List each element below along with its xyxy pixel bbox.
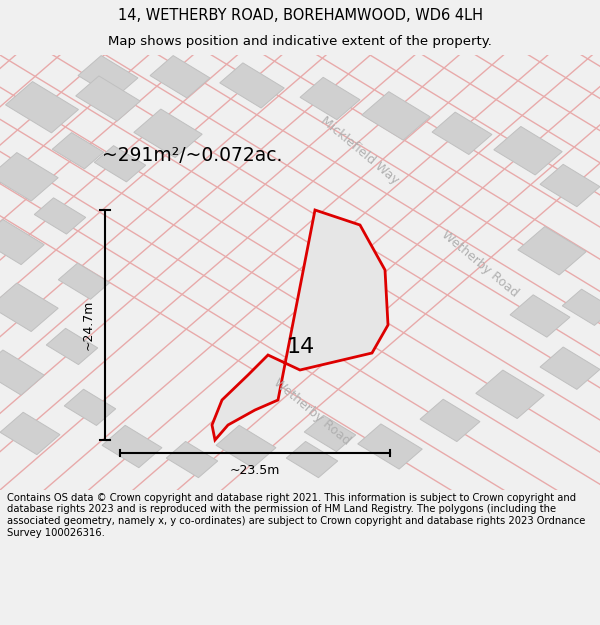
Polygon shape: [166, 441, 218, 478]
Text: Map shows position and indicative extent of the property.: Map shows position and indicative extent…: [108, 35, 492, 48]
Polygon shape: [304, 416, 356, 452]
Polygon shape: [0, 152, 58, 201]
Polygon shape: [432, 112, 492, 154]
Polygon shape: [0, 283, 58, 331]
Polygon shape: [102, 426, 162, 468]
Polygon shape: [540, 164, 600, 207]
Polygon shape: [420, 399, 480, 442]
Polygon shape: [286, 441, 338, 478]
Polygon shape: [52, 132, 104, 169]
Polygon shape: [494, 126, 562, 175]
Polygon shape: [34, 198, 86, 234]
Polygon shape: [76, 76, 140, 121]
Polygon shape: [5, 81, 79, 133]
Text: Contains OS data © Crown copyright and database right 2021. This information is : Contains OS data © Crown copyright and d…: [7, 492, 586, 538]
Polygon shape: [216, 426, 276, 468]
Polygon shape: [300, 78, 360, 119]
Polygon shape: [518, 226, 586, 275]
Polygon shape: [150, 56, 210, 98]
Text: Wetherby Road: Wetherby Road: [271, 376, 353, 448]
Polygon shape: [0, 219, 44, 264]
Polygon shape: [476, 370, 544, 419]
Polygon shape: [94, 146, 146, 182]
Text: ~23.5m: ~23.5m: [230, 464, 280, 477]
Polygon shape: [562, 289, 600, 326]
Text: 14, WETHERBY ROAD, BOREHAMWOOD, WD6 4LH: 14, WETHERBY ROAD, BOREHAMWOOD, WD6 4LH: [118, 8, 482, 23]
Polygon shape: [46, 328, 98, 364]
Text: Micklefield Way: Micklefield Way: [319, 114, 401, 187]
Polygon shape: [212, 210, 388, 440]
Polygon shape: [0, 412, 60, 454]
Polygon shape: [358, 424, 422, 469]
Polygon shape: [510, 295, 570, 337]
Polygon shape: [134, 109, 202, 158]
Polygon shape: [0, 350, 44, 395]
Text: ~24.7m: ~24.7m: [81, 300, 94, 350]
Polygon shape: [540, 347, 600, 389]
Text: ~291m²/~0.072ac.: ~291m²/~0.072ac.: [102, 146, 283, 164]
Polygon shape: [64, 389, 116, 426]
Text: 14: 14: [287, 338, 315, 357]
Polygon shape: [362, 92, 430, 140]
Text: Wetherby Road: Wetherby Road: [439, 228, 521, 299]
Polygon shape: [58, 263, 110, 299]
Polygon shape: [220, 63, 284, 108]
Polygon shape: [78, 56, 138, 98]
